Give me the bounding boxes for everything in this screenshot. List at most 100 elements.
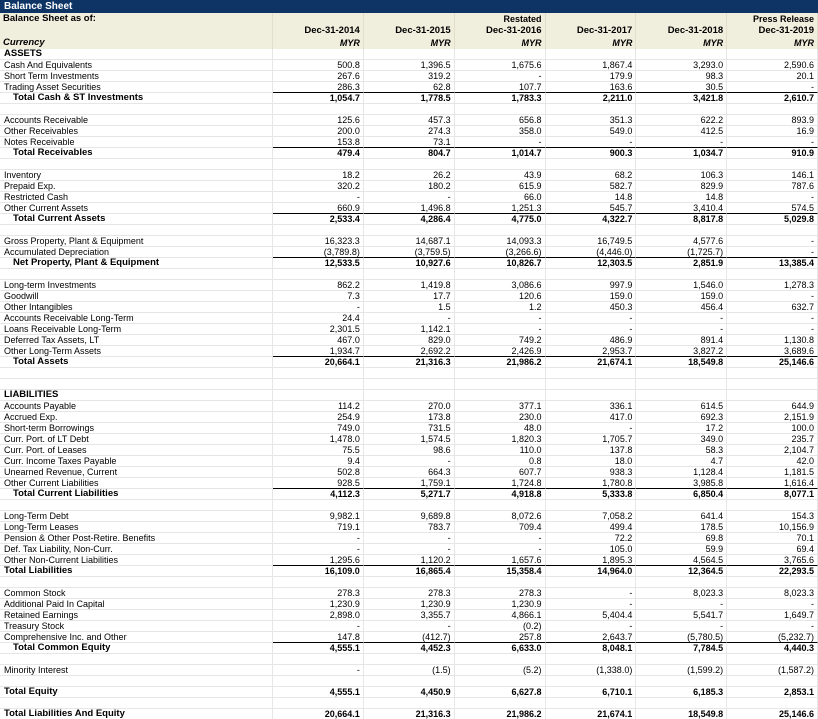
- value-cell[interactable]: -: [727, 82, 818, 93]
- value-cell[interactable]: 660.9: [273, 203, 364, 214]
- value-cell[interactable]: 632.7: [727, 302, 818, 313]
- header-date-6[interactable]: Dec-31-2019: [727, 25, 818, 37]
- value-cell[interactable]: -: [273, 665, 364, 676]
- other-current-assets-label[interactable]: Other Current Assets: [0, 203, 273, 214]
- value-cell[interactable]: 4,440.3: [727, 643, 818, 654]
- value-cell[interactable]: 13,385.4: [727, 258, 818, 269]
- value-cell[interactable]: -: [545, 599, 637, 610]
- value-cell[interactable]: (5.2): [454, 665, 546, 676]
- value-cell[interactable]: 1,130.8: [727, 335, 818, 346]
- value-cell[interactable]: 336.1: [545, 401, 637, 412]
- value-cell[interactable]: 467.0: [273, 335, 364, 346]
- value-cell[interactable]: -: [363, 533, 455, 544]
- value-cell[interactable]: 479.4: [273, 148, 364, 159]
- value-cell[interactable]: -: [727, 247, 818, 258]
- value-cell[interactable]: 804.7: [363, 148, 455, 159]
- value-cell[interactable]: 450.3: [545, 302, 637, 313]
- value-cell[interactable]: 938.3: [545, 467, 637, 478]
- loans-receivable-long-term-label[interactable]: Loans Receivable Long-Term: [0, 324, 273, 335]
- value-cell[interactable]: 4,112.3: [273, 489, 364, 500]
- gross-property-plant-equipment-label[interactable]: Gross Property, Plant & Equipment: [0, 236, 273, 247]
- value-cell[interactable]: -: [363, 621, 455, 632]
- value-cell[interactable]: 2,692.2: [363, 346, 455, 357]
- value-cell[interactable]: 358.0: [454, 126, 546, 137]
- value-cell[interactable]: 412.5: [636, 126, 728, 137]
- total-common-equity-label[interactable]: Total Common Equity: [0, 643, 273, 654]
- value-cell[interactable]: 12,364.5: [636, 566, 728, 577]
- other-current-liabilities-label[interactable]: Other Current Liabilities: [0, 478, 273, 489]
- prepaid-exp-label[interactable]: Prepaid Exp.: [0, 181, 273, 192]
- value-cell[interactable]: 502.8: [273, 467, 364, 478]
- value-cell[interactable]: 3,985.8: [636, 478, 728, 489]
- value-cell[interactable]: -: [727, 291, 818, 302]
- value-cell[interactable]: 16,323.3: [273, 236, 364, 247]
- value-cell[interactable]: (3,789.8): [273, 247, 364, 258]
- value-cell[interactable]: 17.7: [363, 291, 455, 302]
- value-cell[interactable]: 159.0: [636, 291, 728, 302]
- value-cell[interactable]: 1,657.6: [454, 555, 546, 566]
- value-cell[interactable]: 0.8: [454, 456, 546, 467]
- value-cell[interactable]: 8,072.6: [454, 511, 546, 522]
- value-cell[interactable]: 25,146.6: [727, 709, 818, 719]
- value-cell[interactable]: 8,023.3: [727, 588, 818, 599]
- deferred-tax-assets-lt-label[interactable]: Deferred Tax Assets, LT: [0, 335, 273, 346]
- value-cell[interactable]: -: [454, 313, 546, 324]
- value-cell[interactable]: 731.5: [363, 423, 455, 434]
- liabilities-label[interactable]: LIABILITIES: [0, 390, 273, 401]
- restricted-cash-label[interactable]: Restricted Cash: [0, 192, 273, 203]
- notes-receivable-label[interactable]: Notes Receivable: [0, 137, 273, 148]
- value-cell[interactable]: 30.5: [636, 82, 728, 93]
- value-cell[interactable]: 254.9: [273, 412, 364, 423]
- value-cell[interactable]: 582.7: [545, 181, 637, 192]
- value-cell[interactable]: 1,778.5: [363, 93, 455, 104]
- value-cell[interactable]: 2,301.5: [273, 324, 364, 335]
- value-cell[interactable]: 21,986.2: [454, 357, 546, 368]
- value-cell[interactable]: 59.9: [636, 544, 728, 555]
- accounts-receivable-label[interactable]: Accounts Receivable: [0, 115, 273, 126]
- value-cell[interactable]: 319.2: [363, 71, 455, 82]
- value-cell[interactable]: 1,419.8: [363, 280, 455, 291]
- value-cell[interactable]: 1,895.3: [545, 555, 637, 566]
- value-cell[interactable]: 2,953.7: [545, 346, 637, 357]
- value-cell[interactable]: -: [636, 324, 728, 335]
- value-cell[interactable]: 98.3: [636, 71, 728, 82]
- value-cell[interactable]: 12,303.5: [545, 258, 637, 269]
- value-cell[interactable]: 1,128.4: [636, 467, 728, 478]
- value-cell[interactable]: 417.0: [545, 412, 637, 423]
- value-cell[interactable]: 7,784.5: [636, 643, 728, 654]
- value-cell[interactable]: 6,627.8: [454, 687, 546, 698]
- value-cell[interactable]: 10,826.7: [454, 258, 546, 269]
- value-cell[interactable]: 692.3: [636, 412, 728, 423]
- value-cell[interactable]: 1,934.7: [273, 346, 364, 357]
- value-cell[interactable]: 6,850.4: [636, 489, 728, 500]
- value-cell[interactable]: 5,541.7: [636, 610, 728, 621]
- value-cell[interactable]: 4,775.0: [454, 214, 546, 225]
- value-cell[interactable]: 574.5: [727, 203, 818, 214]
- header-date-4[interactable]: Dec-31-2017: [546, 25, 637, 37]
- value-cell[interactable]: 107.7: [454, 82, 546, 93]
- value-cell[interactable]: 1,230.9: [363, 599, 455, 610]
- accounts-receivable-long-term-label[interactable]: Accounts Receivable Long-Term: [0, 313, 273, 324]
- value-cell[interactable]: 2,104.7: [727, 445, 818, 456]
- value-cell[interactable]: 235.7: [727, 434, 818, 445]
- value-cell[interactable]: 614.5: [636, 401, 728, 412]
- value-cell[interactable]: 928.5: [273, 478, 364, 489]
- treasury-stock-label[interactable]: Treasury Stock: [0, 621, 273, 632]
- value-cell[interactable]: 100.0: [727, 423, 818, 434]
- value-cell[interactable]: 5,029.8: [727, 214, 818, 225]
- value-cell[interactable]: 16,109.0: [273, 566, 364, 577]
- value-cell[interactable]: 20.1: [727, 71, 818, 82]
- value-cell[interactable]: (4,446.0): [545, 247, 637, 258]
- value-cell[interactable]: 1,034.7: [636, 148, 728, 159]
- total-liabilities-label[interactable]: Total Liabilities: [0, 566, 273, 577]
- value-cell[interactable]: 664.3: [363, 467, 455, 478]
- value-cell[interactable]: 3,086.6: [454, 280, 546, 291]
- value-cell[interactable]: 69.8: [636, 533, 728, 544]
- value-cell[interactable]: 6,710.1: [545, 687, 637, 698]
- value-cell[interactable]: 749.2: [454, 335, 546, 346]
- value-cell[interactable]: 12,533.5: [273, 258, 364, 269]
- value-cell[interactable]: 4.7: [636, 456, 728, 467]
- value-cell[interactable]: -: [636, 137, 728, 148]
- value-cell[interactable]: 6,185.3: [636, 687, 728, 698]
- curr-port-of-lt-debt-label[interactable]: Curr. Port. of LT Debt: [0, 434, 273, 445]
